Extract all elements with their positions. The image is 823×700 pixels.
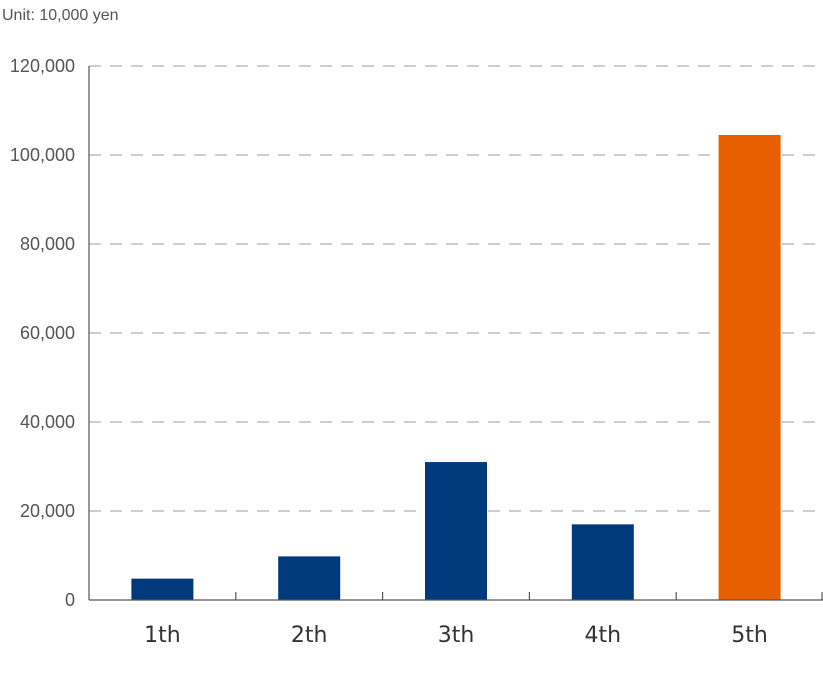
y-tick-label: 100,000 <box>10 145 75 165</box>
x-tick-label: 2th <box>291 623 328 648</box>
y-tick-label: 60,000 <box>20 323 75 343</box>
y-axis-tick-labels: 0 20,000 40,000 60,000 80,000 100,000 120,000 <box>10 56 75 610</box>
x-tick-label: 1th <box>144 623 181 648</box>
x-tick-label: 4th <box>585 623 622 648</box>
y-tick-label: 40,000 <box>20 412 75 432</box>
y-tick-label: 80,000 <box>20 234 75 254</box>
x-axis-ticks: 1th 2th 3th 4th 5th <box>144 592 823 648</box>
y-tick-label: 20,000 <box>20 501 75 521</box>
x-tick-label: 5th <box>731 623 768 648</box>
bar-1th <box>131 578 194 600</box>
bar-2th <box>278 556 341 600</box>
x-tick-label: 3th <box>438 623 475 648</box>
bar-5th <box>718 134 781 600</box>
bar-3th <box>425 462 487 600</box>
unit-label: Unit: 10,000 yen <box>2 7 119 24</box>
y-tick-label: 120,000 <box>10 56 75 76</box>
gridlines <box>89 65 823 512</box>
bar-4th <box>571 524 634 600</box>
y-tick-label: 0 <box>65 590 75 610</box>
bars <box>131 134 781 600</box>
